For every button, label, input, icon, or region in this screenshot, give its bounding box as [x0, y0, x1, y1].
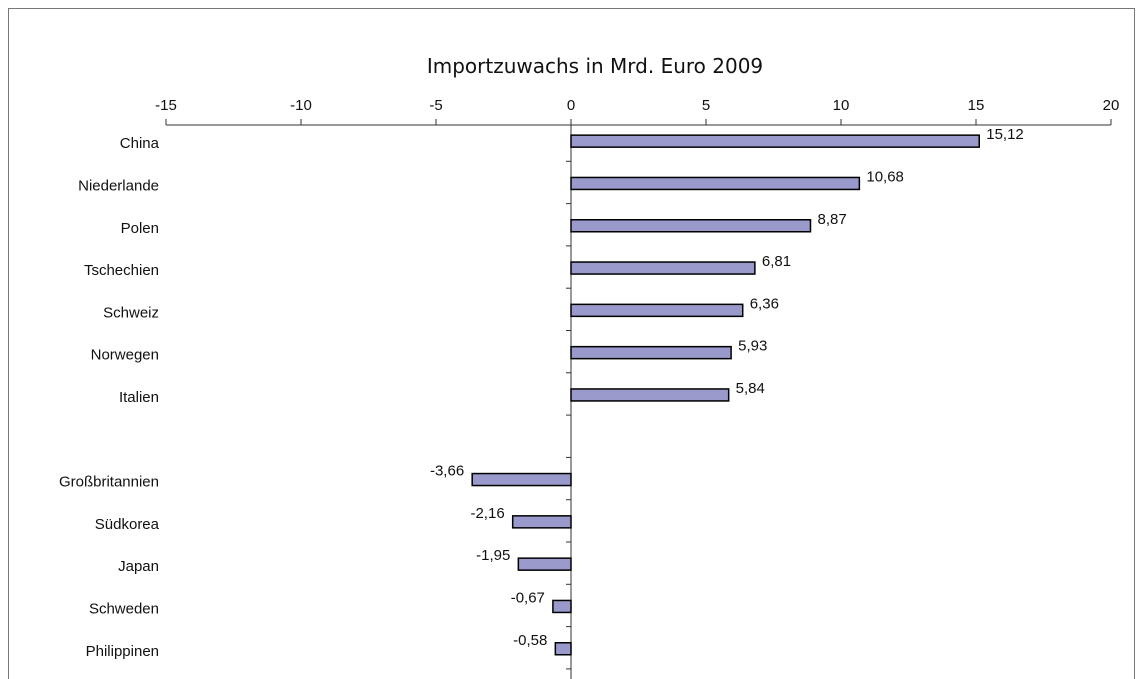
x-tick-label: -5 — [429, 97, 442, 114]
chart-title: Importzuwachs in Mrd. Euro 2009 — [427, 54, 763, 78]
category-label: Schweiz — [103, 304, 159, 321]
data-label: 5,84 — [736, 380, 765, 397]
category-label: Tschechien — [84, 262, 159, 279]
category-label: Norwegen — [91, 347, 159, 364]
x-tick-label: 10 — [833, 97, 850, 114]
x-tick-label: -10 — [290, 97, 312, 114]
bar — [570, 219, 812, 233]
category-label: Philippinen — [86, 643, 159, 660]
bar — [570, 303, 744, 318]
bar — [511, 515, 572, 529]
bar — [554, 642, 572, 656]
data-label: -0,58 — [513, 632, 547, 649]
category-label: Großbritannien — [59, 474, 159, 491]
category-label: Japan — [118, 558, 159, 575]
category-label: Italien — [119, 389, 159, 406]
bar — [570, 261, 756, 275]
x-tick-label: 0 — [567, 97, 575, 114]
bar — [471, 472, 572, 487]
bar — [570, 345, 732, 360]
data-label: -0,67 — [511, 589, 545, 606]
bar — [517, 557, 572, 571]
bar — [570, 134, 980, 148]
data-label: 6,36 — [750, 295, 779, 312]
bar — [570, 176, 861, 191]
data-label: 6,81 — [762, 253, 791, 270]
data-label: 10,68 — [866, 168, 904, 185]
y-axis — [566, 125, 572, 679]
category-label: Schweden — [89, 600, 159, 617]
data-labels: 15,12 10,68 8,87 6,81 6,36 5,93 5,84 -3,66 -2,16… — [430, 126, 1024, 649]
category-label: Südkorea — [95, 516, 160, 533]
data-label: -1,95 — [476, 547, 510, 564]
data-label: 15,12 — [986, 126, 1024, 143]
category-label: China — [120, 135, 160, 152]
data-label: -3,66 — [430, 463, 464, 480]
x-tick-label: -15 — [155, 97, 177, 114]
bar — [552, 599, 572, 614]
x-tick-label: 20 — [1103, 97, 1120, 114]
category-labels: China Niederlande Polen Tschechien Schweiz No… — [59, 135, 160, 660]
x-tick-label: 5 — [702, 97, 710, 114]
x-tick-label: 15 — [968, 97, 985, 114]
bars — [471, 134, 980, 656]
category-label: Polen — [121, 220, 159, 237]
data-label: 5,93 — [738, 338, 767, 355]
category-label: Niederlande — [78, 177, 159, 194]
bar — [570, 388, 730, 402]
data-label: -2,16 — [470, 505, 504, 522]
data-label: 8,87 — [817, 211, 846, 228]
x-axis: -15 -10 -5 0 5 10 15 20 — [155, 97, 1120, 126]
